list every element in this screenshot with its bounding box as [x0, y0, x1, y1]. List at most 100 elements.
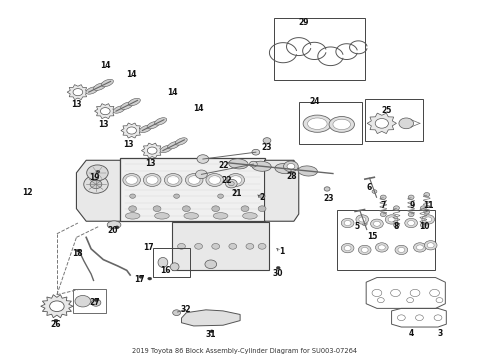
- Ellipse shape: [147, 121, 159, 129]
- Text: 13: 13: [71, 100, 82, 109]
- Polygon shape: [367, 113, 396, 134]
- Circle shape: [341, 219, 354, 228]
- Circle shape: [358, 245, 371, 255]
- Circle shape: [130, 194, 136, 198]
- Ellipse shape: [121, 102, 133, 109]
- Circle shape: [90, 180, 102, 189]
- Circle shape: [324, 187, 330, 191]
- Circle shape: [252, 149, 260, 155]
- Ellipse shape: [101, 79, 113, 87]
- Text: 1: 1: [279, 247, 285, 256]
- Ellipse shape: [94, 83, 106, 90]
- Circle shape: [405, 219, 417, 228]
- Ellipse shape: [229, 159, 248, 169]
- Text: 4: 4: [409, 329, 414, 338]
- Circle shape: [263, 138, 271, 143]
- Circle shape: [258, 243, 266, 249]
- Text: 17: 17: [135, 275, 145, 284]
- Ellipse shape: [303, 115, 331, 132]
- Ellipse shape: [155, 213, 169, 219]
- Bar: [365, 99, 423, 140]
- Text: 18: 18: [72, 249, 83, 258]
- Text: 2019 Toyota 86 Block Assembly-Cylinder Diagram for SU003-07264: 2019 Toyota 86 Block Assembly-Cylinder D…: [132, 348, 358, 354]
- Bar: [172, 222, 270, 270]
- Text: 28: 28: [287, 172, 297, 181]
- Circle shape: [144, 174, 161, 186]
- Circle shape: [359, 217, 366, 222]
- Ellipse shape: [298, 166, 318, 176]
- Polygon shape: [265, 160, 299, 221]
- Ellipse shape: [160, 145, 172, 153]
- Circle shape: [148, 277, 152, 280]
- Circle shape: [395, 245, 408, 255]
- Circle shape: [195, 243, 202, 249]
- Circle shape: [344, 246, 351, 251]
- Ellipse shape: [125, 213, 140, 219]
- Polygon shape: [121, 123, 143, 138]
- Circle shape: [225, 179, 237, 188]
- Polygon shape: [67, 85, 89, 100]
- Circle shape: [424, 240, 437, 250]
- Text: 23: 23: [324, 194, 334, 203]
- Circle shape: [249, 161, 257, 167]
- Circle shape: [167, 176, 179, 184]
- Circle shape: [206, 174, 223, 186]
- Circle shape: [164, 174, 182, 186]
- Text: 13: 13: [98, 120, 109, 129]
- Ellipse shape: [170, 263, 179, 271]
- Circle shape: [185, 174, 203, 186]
- Text: 15: 15: [367, 232, 377, 241]
- Ellipse shape: [86, 87, 98, 94]
- Ellipse shape: [113, 106, 125, 113]
- Circle shape: [416, 245, 423, 250]
- Circle shape: [73, 89, 83, 96]
- Text: 5: 5: [355, 222, 360, 231]
- Bar: [153, 248, 190, 277]
- Circle shape: [173, 194, 179, 198]
- Text: 17: 17: [143, 243, 153, 252]
- Circle shape: [414, 243, 426, 252]
- Circle shape: [76, 249, 80, 252]
- Ellipse shape: [252, 161, 271, 171]
- Circle shape: [87, 165, 108, 181]
- Circle shape: [276, 266, 280, 269]
- Circle shape: [218, 194, 223, 198]
- Circle shape: [241, 206, 249, 212]
- Text: 6: 6: [367, 183, 372, 192]
- Ellipse shape: [168, 141, 180, 149]
- Circle shape: [172, 310, 180, 316]
- Circle shape: [259, 194, 265, 198]
- Polygon shape: [41, 295, 73, 318]
- Text: 11: 11: [423, 201, 434, 210]
- Circle shape: [91, 299, 101, 306]
- Circle shape: [375, 118, 389, 128]
- Circle shape: [393, 223, 399, 227]
- Circle shape: [100, 108, 110, 115]
- Circle shape: [356, 215, 368, 224]
- Text: 20: 20: [108, 226, 118, 235]
- Ellipse shape: [329, 117, 354, 132]
- Circle shape: [196, 170, 207, 179]
- Text: 21: 21: [231, 189, 242, 198]
- Ellipse shape: [128, 98, 140, 106]
- Bar: [337, 210, 435, 270]
- Ellipse shape: [155, 118, 167, 125]
- Circle shape: [54, 319, 58, 322]
- Circle shape: [420, 206, 426, 210]
- Circle shape: [127, 127, 137, 134]
- Text: 10: 10: [419, 222, 430, 231]
- Circle shape: [420, 223, 426, 227]
- Circle shape: [126, 176, 138, 184]
- Circle shape: [205, 260, 217, 269]
- Text: 9: 9: [410, 201, 415, 210]
- Circle shape: [182, 206, 190, 212]
- Circle shape: [230, 176, 242, 184]
- Circle shape: [380, 195, 386, 199]
- Circle shape: [424, 193, 430, 197]
- Circle shape: [287, 163, 295, 169]
- Circle shape: [188, 176, 200, 184]
- Circle shape: [96, 170, 100, 173]
- Circle shape: [399, 118, 414, 129]
- Text: 23: 23: [262, 143, 272, 152]
- Circle shape: [422, 215, 435, 224]
